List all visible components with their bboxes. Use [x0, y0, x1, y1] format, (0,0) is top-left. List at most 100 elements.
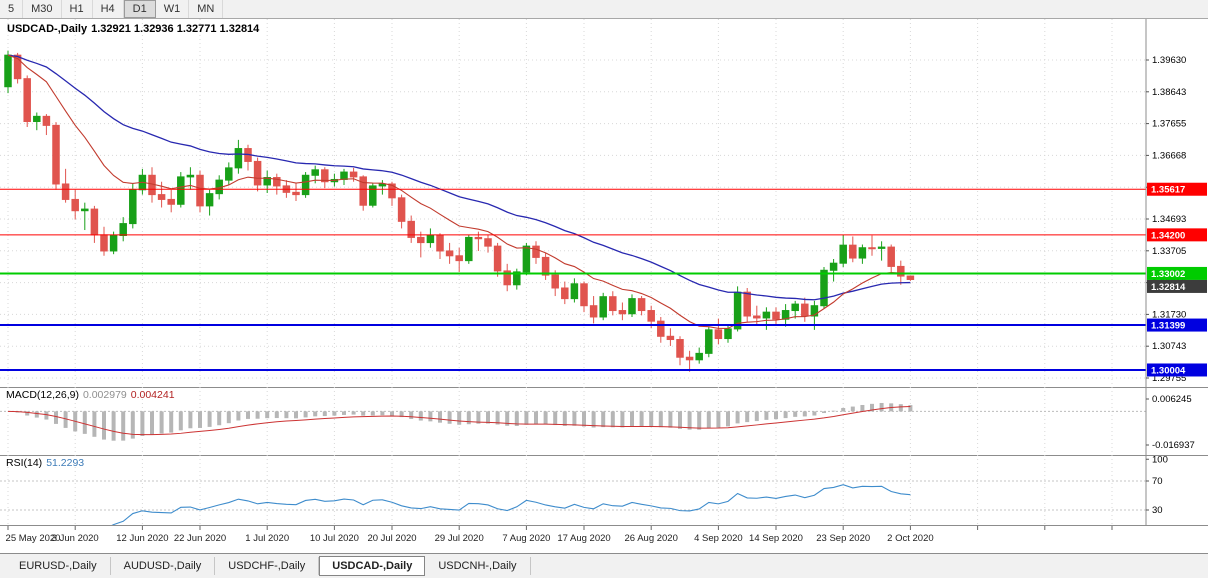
- candle: [292, 183, 300, 202]
- candle: [637, 296, 646, 316]
- candle: [81, 202, 89, 231]
- date-label: 2 Oct 2020: [887, 533, 933, 544]
- candle: [801, 297, 809, 322]
- date-label: 26 Aug 2020: [625, 533, 678, 544]
- macd-panel: 0.006245 -0.016937 MACD(12,26,9) 0.002979 0…: [0, 387, 1208, 455]
- candle: [52, 122, 60, 190]
- chart-tab-usdchf[interactable]: USDCHF-,Daily: [215, 557, 320, 575]
- macd-axis-label: 0.006245: [1152, 394, 1192, 405]
- timeframe-button-h1[interactable]: H1: [62, 0, 93, 18]
- chart-tab-audusd[interactable]: AUDUSD-,Daily: [111, 557, 216, 575]
- candle: [349, 167, 358, 182]
- candle: [321, 167, 329, 189]
- candle: [868, 235, 876, 256]
- svg-text:1.30004: 1.30004: [1151, 365, 1186, 376]
- candle: [599, 292, 607, 321]
- chart-area: 1.396301.386431.376551.366681.356801.346…: [0, 19, 1208, 553]
- rsi-axis-label: 30: [1152, 505, 1163, 516]
- candle: [397, 194, 406, 229]
- rsi-levels: [0, 480, 1146, 511]
- rsi-line: [111, 484, 911, 525]
- candle: [781, 304, 790, 327]
- candle: [33, 112, 41, 131]
- candle: [71, 189, 79, 220]
- candle: [177, 172, 185, 208]
- candle: [906, 275, 915, 281]
- svg-text:1.35617: 1.35617: [1151, 185, 1185, 196]
- candle: [407, 215, 415, 243]
- candle: [493, 242, 502, 277]
- candle: [570, 278, 579, 303]
- timeframe-button-w1[interactable]: W1: [156, 0, 190, 18]
- rsi-chart-canvas[interactable]: 100 70 30: [0, 455, 1208, 525]
- candle: [23, 75, 31, 127]
- date-label: 23 Sep 2020: [816, 533, 870, 544]
- date-label: 1 Jul 2020: [245, 533, 289, 544]
- macd-axis-label: -0.016937: [1152, 440, 1195, 451]
- price-axis-label: 1.38643: [1152, 87, 1186, 98]
- candle: [858, 244, 867, 264]
- date-label: 7 Aug 2020: [502, 533, 550, 544]
- candle: [829, 259, 838, 282]
- price-badge-1.30004: 1.30004: [1147, 363, 1207, 377]
- price-axis-label: 1.33705: [1152, 246, 1186, 257]
- candle: [100, 226, 108, 256]
- macd-main-value: 0.002979: [82, 389, 127, 401]
- macd-axis: 0.006245 -0.016937: [1146, 394, 1195, 451]
- timeframe-toolbar: 5 M30 H1 H4 D1 W1 MN: [0, 0, 1208, 19]
- timeframe-button-d1[interactable]: D1: [123, 0, 156, 18]
- candle: [426, 228, 435, 248]
- price-axis-label: 1.29755: [1152, 373, 1186, 384]
- candle: [685, 350, 694, 372]
- candle: [445, 242, 454, 264]
- price-badge-1.35617: 1.35617: [1147, 182, 1207, 196]
- candle: [340, 168, 348, 185]
- candle: [561, 281, 569, 305]
- timeframe-button-h4[interactable]: H4: [93, 0, 124, 18]
- price-axis-label: 1.30743: [1152, 341, 1186, 352]
- candle: [666, 328, 675, 346]
- macd-chart-canvas[interactable]: 0.006245 -0.016937: [0, 387, 1208, 455]
- chart-tab-usdcad[interactable]: USDCAD-,Daily: [319, 556, 426, 576]
- price-badge-1.33002: 1.33002: [1147, 266, 1207, 280]
- candle: [657, 316, 665, 343]
- timeframe-button-m30[interactable]: M30: [23, 0, 62, 18]
- price-axis-label: 1.36668: [1152, 150, 1186, 161]
- candle: [436, 233, 444, 260]
- rsi-value: 51.2293: [46, 457, 85, 469]
- date-label: 17 Aug 2020: [557, 533, 610, 544]
- svg-text:1.34200: 1.34200: [1151, 230, 1185, 241]
- price-axis-label: 1.34693: [1152, 214, 1186, 225]
- rsi-label: RSI(14) 51.2293: [6, 457, 88, 469]
- candle: [541, 252, 550, 280]
- candle: [417, 231, 425, 258]
- candle: [695, 347, 703, 364]
- candle: [42, 114, 51, 136]
- candle: [589, 296, 598, 324]
- candle: [378, 180, 387, 195]
- macd-signal-value: 0.004241: [130, 389, 175, 401]
- candle: [513, 268, 521, 290]
- timeframe-button-5[interactable]: 5: [0, 0, 24, 18]
- rsi-axis: 100 70 30: [1146, 455, 1168, 516]
- candle: [532, 241, 540, 264]
- vertical-gridlines: [7, 387, 1113, 455]
- main-chart-canvas[interactable]: 1.396301.386431.376551.366681.356801.346…: [0, 19, 1208, 387]
- vertical-gridlines: [7, 455, 1113, 525]
- candle: [609, 291, 617, 316]
- svg-text:1.31399: 1.31399: [1151, 321, 1185, 332]
- candle: [762, 307, 771, 330]
- chart-tab-eurusd[interactable]: EURUSD-,Daily: [6, 557, 111, 575]
- candle: [273, 173, 281, 195]
- candle: [244, 144, 252, 171]
- price-axis-label: 1.37655: [1152, 119, 1186, 130]
- candle: [369, 183, 377, 208]
- timeframe-button-mn[interactable]: MN: [189, 0, 224, 18]
- price-axis-label: 1.39630: [1152, 55, 1186, 66]
- candle: [205, 189, 214, 216]
- candle: [628, 294, 636, 317]
- chart-tab-usdcnh[interactable]: USDCNH-,Daily: [425, 557, 531, 575]
- candle: [129, 183, 137, 229]
